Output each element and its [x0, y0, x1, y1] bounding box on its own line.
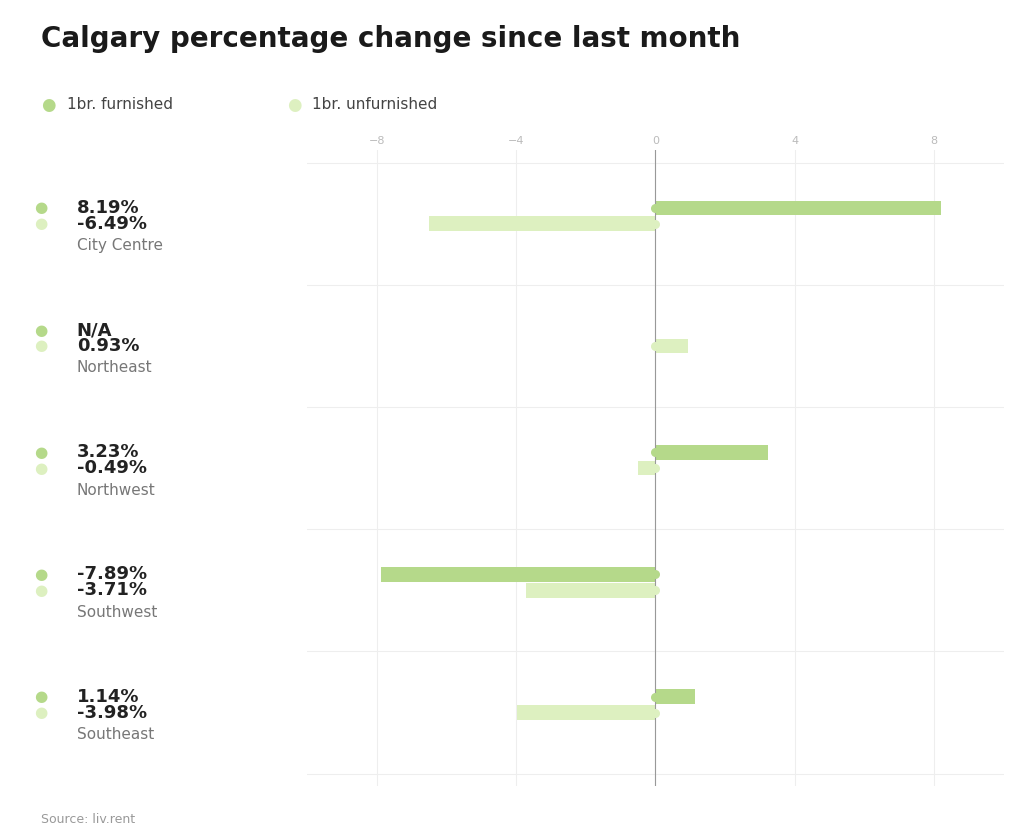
Text: -7.89%: -7.89%: [77, 565, 146, 584]
Text: -3.98%: -3.98%: [77, 704, 146, 721]
Text: 3.23%: 3.23%: [77, 443, 139, 461]
Text: ●: ●: [35, 583, 47, 598]
Text: -0.49%: -0.49%: [77, 459, 146, 477]
Text: ●: ●: [35, 461, 47, 476]
Point: [647, 706, 664, 719]
Text: ●: ●: [35, 339, 47, 354]
Text: ●: ●: [35, 689, 47, 704]
Bar: [381, 567, 655, 582]
Bar: [655, 201, 940, 215]
Text: 1.14%: 1.14%: [77, 688, 139, 706]
Text: -3.71%: -3.71%: [77, 581, 146, 599]
Text: ●: ●: [35, 323, 47, 338]
Text: 8.19%: 8.19%: [77, 199, 139, 217]
Bar: [517, 706, 655, 720]
Point: [647, 584, 664, 597]
Point: [647, 568, 664, 581]
Bar: [655, 339, 688, 354]
Bar: [526, 583, 655, 598]
Text: Southeast: Southeast: [77, 727, 154, 742]
Text: 1br. furnished: 1br. furnished: [67, 97, 173, 112]
Bar: [655, 445, 768, 460]
Bar: [429, 217, 655, 231]
Text: ●: ●: [35, 201, 47, 216]
Text: ●: ●: [287, 95, 301, 114]
Text: ●: ●: [41, 95, 55, 114]
Point: [647, 446, 664, 459]
Text: ●: ●: [35, 567, 47, 582]
Point: [647, 461, 664, 475]
Text: Northeast: Northeast: [77, 360, 153, 375]
Text: ●: ●: [35, 217, 47, 232]
Bar: [638, 461, 655, 476]
Text: City Centre: City Centre: [77, 238, 163, 253]
Text: Southwest: Southwest: [77, 604, 157, 619]
Text: 1br. unfurnished: 1br. unfurnished: [312, 97, 437, 112]
Point: [647, 690, 664, 703]
Text: 0.93%: 0.93%: [77, 337, 139, 355]
Bar: [655, 690, 695, 704]
Point: [647, 201, 664, 215]
Text: ●: ●: [35, 705, 47, 720]
Point: [647, 339, 664, 353]
Text: N/A: N/A: [77, 321, 113, 339]
Point: [647, 217, 664, 231]
Text: Calgary percentage change since last month: Calgary percentage change since last mon…: [41, 25, 740, 53]
Text: Source: liv.rent: Source: liv.rent: [41, 813, 135, 827]
Text: -6.49%: -6.49%: [77, 215, 146, 232]
Text: ●: ●: [35, 445, 47, 460]
Text: Northwest: Northwest: [77, 482, 156, 497]
